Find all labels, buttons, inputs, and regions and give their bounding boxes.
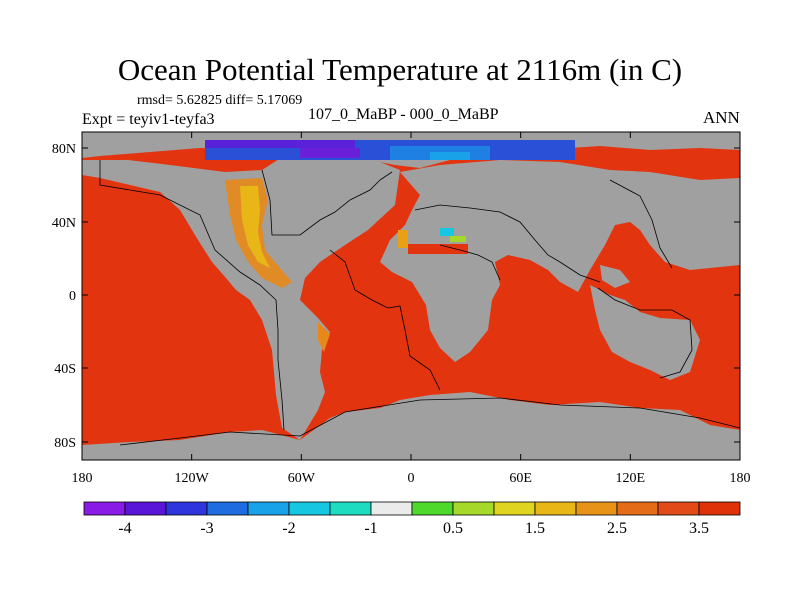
- orange-peru-band: [318, 322, 330, 352]
- map-title: Ocean Potential Temperature at 2116m (in…: [117, 52, 683, 87]
- arctic-coldest-band: [205, 140, 355, 148]
- y-tick-label: 80N: [52, 142, 76, 157]
- colorbar-swatch: [370, 501, 413, 516]
- colorbar-swatch: [493, 501, 536, 516]
- x-tick-label: 120W: [175, 471, 210, 486]
- colorbar-label: -3: [200, 520, 213, 537]
- map-field: [82, 132, 740, 460]
- comparison-label: 107_0_MaBP - 000_0_MaBP: [308, 106, 499, 123]
- land-eurasia-africa: [380, 160, 740, 362]
- y-tick-label: 40N: [52, 216, 76, 231]
- x-tick-label: 0: [408, 471, 415, 486]
- x-tick-label: 180: [72, 471, 93, 486]
- colorbar-swatch: [657, 501, 700, 516]
- colorbar-swatch: [247, 501, 290, 516]
- land-antarctica: [82, 392, 740, 460]
- colorbar-label: -2: [282, 520, 295, 537]
- colorbar-swatch: [288, 501, 331, 516]
- med-basin: [408, 244, 468, 254]
- colorbar-swatch: [165, 501, 208, 516]
- arctic-light-band: [430, 152, 470, 160]
- colorbar-swatch: [329, 501, 372, 516]
- x-tick-label: 180: [730, 471, 751, 486]
- land-americas: [82, 150, 400, 440]
- colorbar-swatch: [83, 501, 126, 516]
- colorbar-label: 0.5: [443, 520, 463, 537]
- colorbar-label: 2.5: [607, 520, 627, 537]
- experiment-label: Expt = teyiv1-teyfa3: [82, 111, 215, 128]
- colorbar-label: 3.5: [689, 520, 709, 537]
- colorbar: -4 -3 -2 -1 0.5 1.5 2.5 3.5: [83, 501, 741, 537]
- colorbar-swatch: [452, 501, 495, 516]
- colorbar-label: -4: [118, 520, 131, 537]
- land-islands: [600, 265, 630, 288]
- season-label: ANN: [703, 108, 740, 127]
- y-tick-label: 80S: [54, 436, 76, 451]
- x-axis: 180 120W 60W 0 60E 120E 180: [72, 132, 751, 486]
- colorbar-swatch: [616, 501, 659, 516]
- colorbar-label: 1.5: [525, 520, 545, 537]
- y-axis: 80N 40N 0 40S 80S: [52, 142, 740, 451]
- y-tick-label: 0: [69, 289, 76, 304]
- land-australasia: [590, 285, 700, 380]
- arctic-coldest-core: [300, 148, 360, 158]
- coastlines: [99, 160, 740, 446]
- colorbar-swatch: [411, 501, 454, 516]
- colorbar-swatch: [698, 501, 741, 516]
- colorbar-label: -1: [364, 520, 377, 537]
- colorbar-swatch: [124, 501, 167, 516]
- colorbar-swatch: [206, 501, 249, 516]
- x-tick-label: 60W: [288, 471, 316, 486]
- med-cyan-spot: [440, 228, 454, 236]
- yellow-coastal-band: [240, 186, 270, 268]
- med-green-spot: [450, 236, 466, 242]
- med-west-spot: [398, 230, 408, 248]
- stats-text: rmsd= 5.62825 diff= 5.17069: [137, 93, 303, 108]
- colorbar-swatch: [534, 501, 577, 516]
- x-tick-label: 60E: [509, 471, 532, 486]
- y-tick-label: 40S: [54, 362, 76, 377]
- colorbar-swatch: [575, 501, 618, 516]
- x-tick-label: 120E: [616, 471, 646, 486]
